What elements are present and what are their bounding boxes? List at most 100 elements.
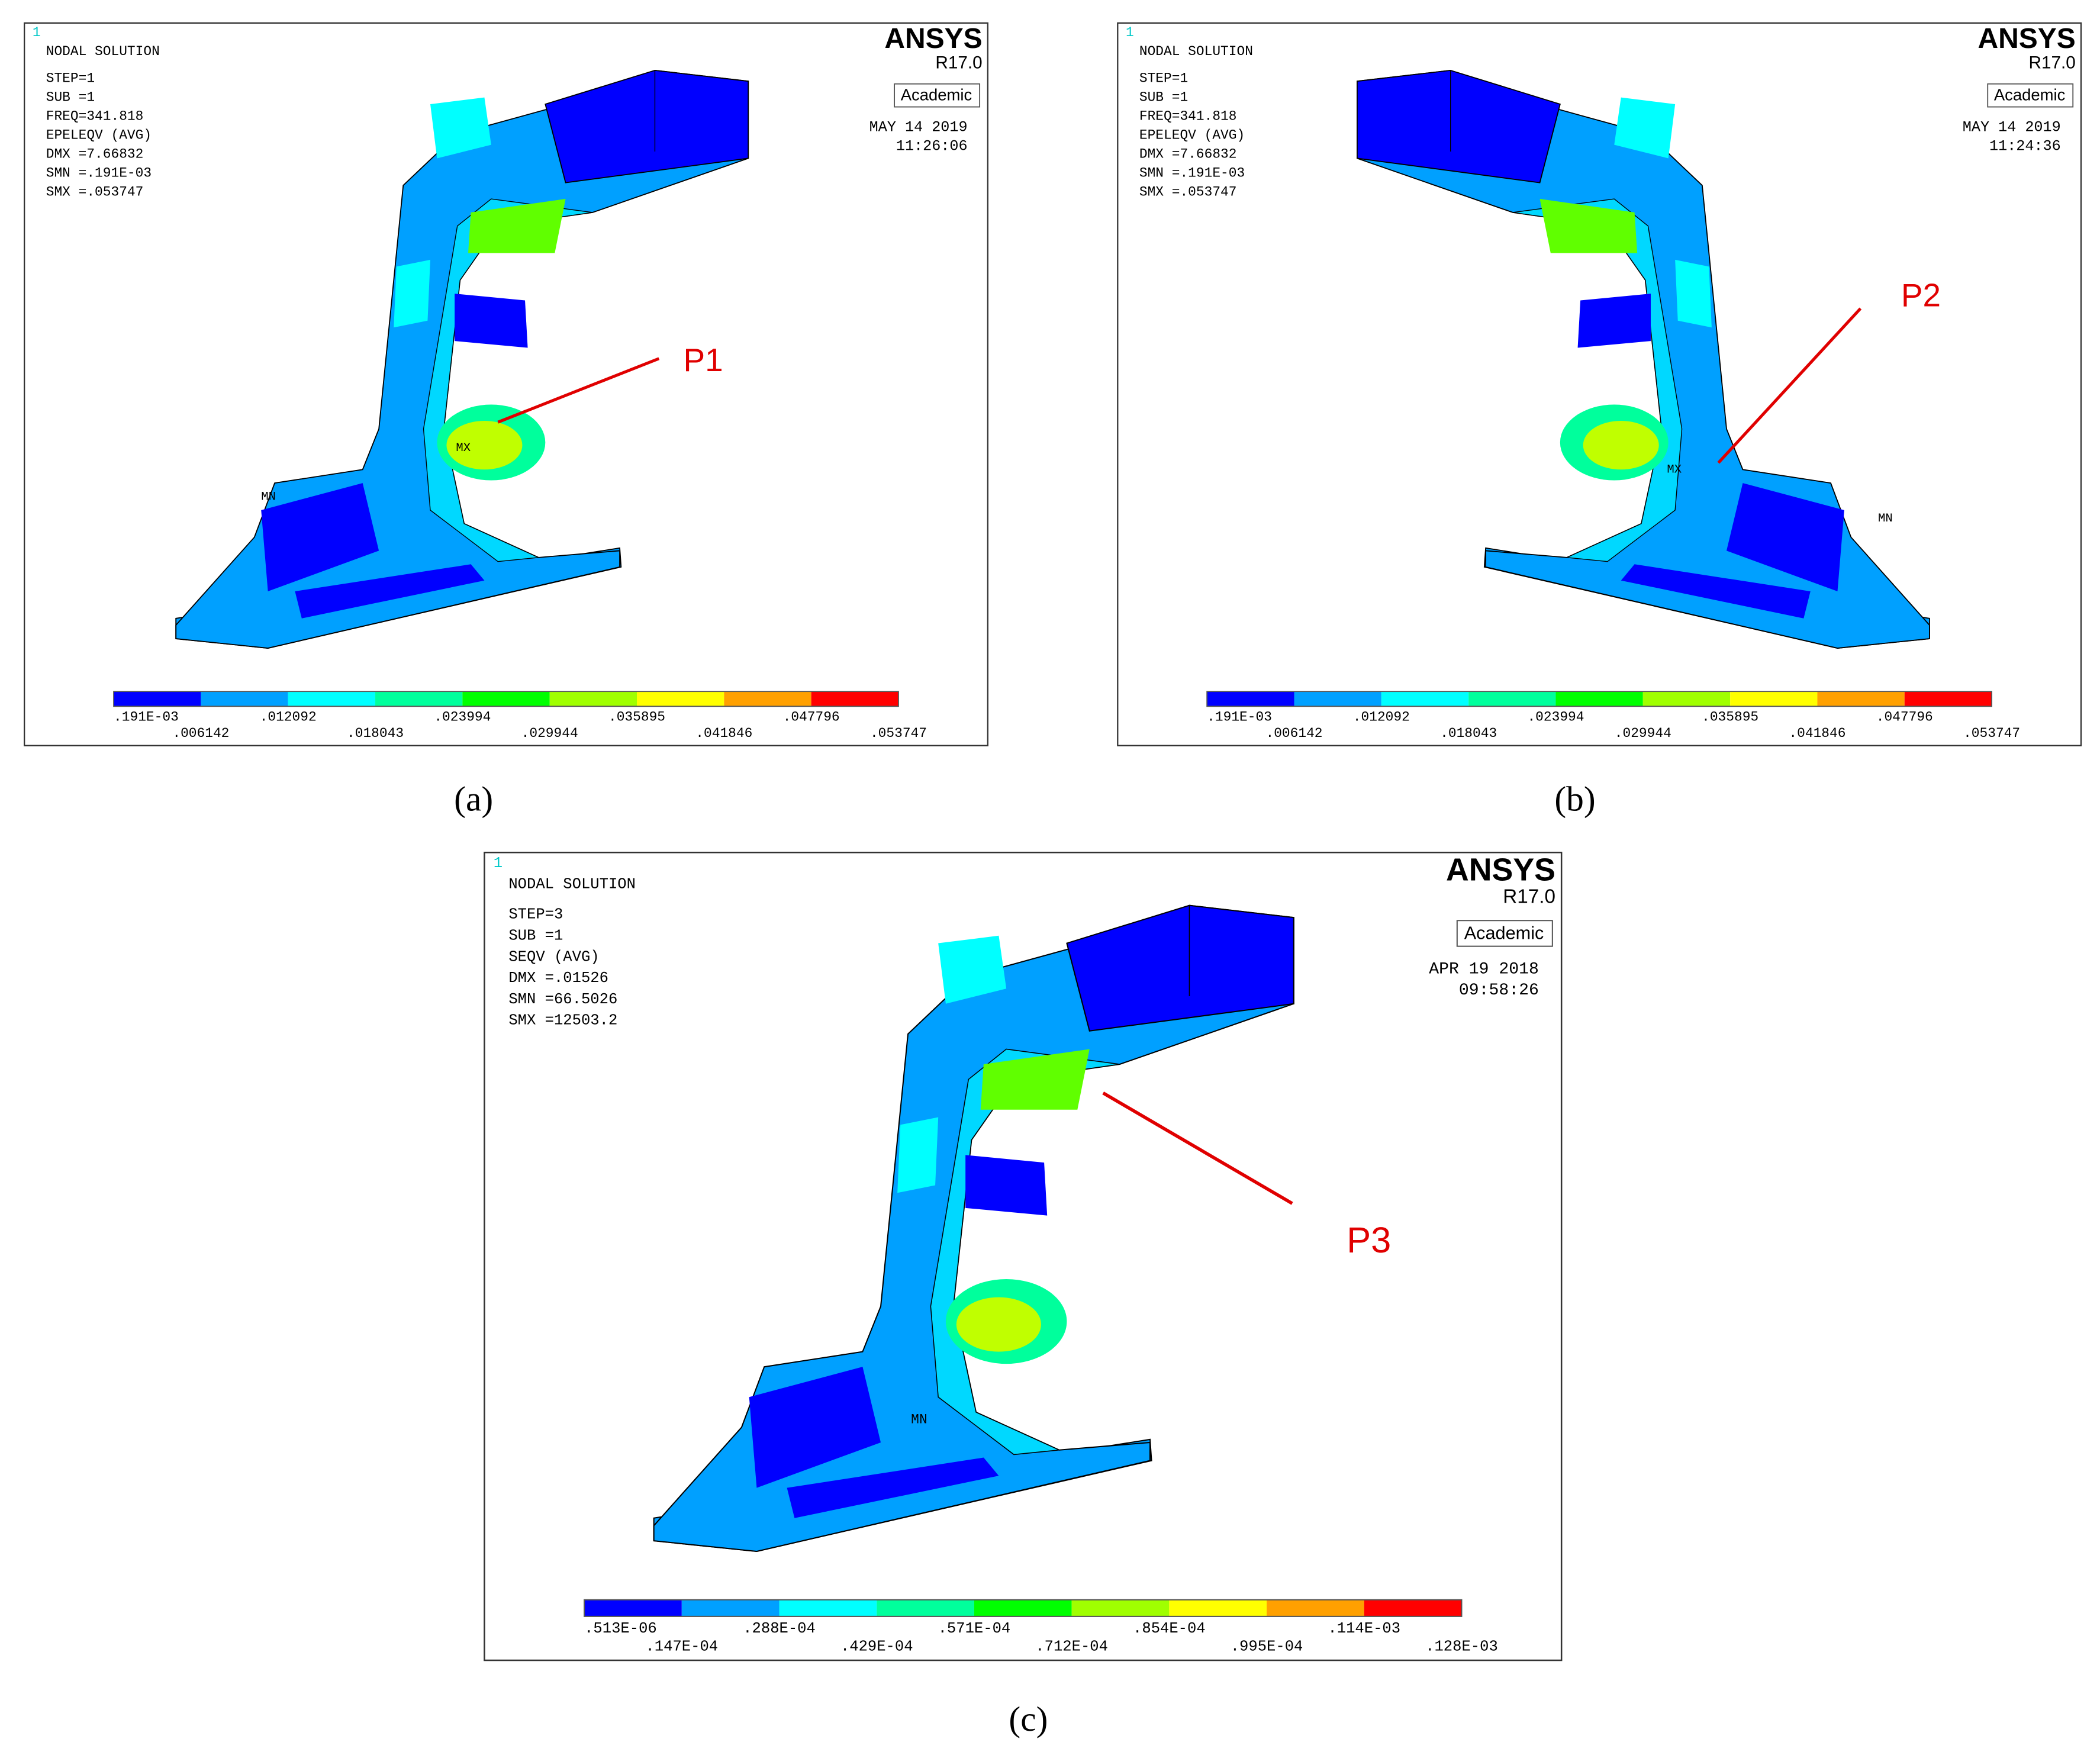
- window-number: 1: [33, 25, 41, 40]
- ansys-window: 1 NODAL SOLUTION STEP=1 SUB =1 FREQ=341.818 E…: [1117, 22, 2082, 746]
- edition-box: [894, 83, 981, 108]
- legend-band: [114, 691, 201, 707]
- time: 11:26:06: [896, 138, 968, 155]
- node-marker: MN: [1878, 512, 1893, 526]
- legend-band: [1730, 691, 1818, 707]
- result-title: NODAL SOLUTION: [1139, 44, 1253, 59]
- result-info: SUB =1: [46, 90, 95, 105]
- annotation-line: [1102, 1091, 1293, 1205]
- date: APR 19 2018: [1429, 960, 1539, 978]
- legend-band: [462, 691, 550, 707]
- time: 11:24:36: [1989, 138, 2061, 155]
- node-marker: MX: [456, 442, 471, 455]
- legend-band: [681, 1599, 780, 1616]
- edition-box: [1987, 83, 2074, 108]
- caption: (c): [1009, 1699, 1048, 1738]
- brand: ANSYS: [1977, 23, 2075, 54]
- result-info: EPELEQV (AVG): [46, 128, 152, 143]
- result-info: STEP=1: [46, 71, 95, 86]
- legend-band: [1468, 691, 1556, 707]
- result-info: SMN =.191E-03: [46, 166, 152, 181]
- legend-label: .712E-04: [1035, 1638, 1108, 1656]
- legend-border: [1206, 691, 1993, 707]
- caption: (b): [1554, 779, 1595, 818]
- legend-label: .035895: [608, 710, 665, 725]
- legend-label: .053747: [1963, 726, 2020, 741]
- brand: ANSYS: [884, 23, 982, 54]
- legend-band: [288, 691, 376, 707]
- annotation-line: [1717, 307, 1862, 464]
- annotation-line: [497, 357, 660, 424]
- result-info: EPELEQV (AVG): [1139, 128, 1245, 143]
- legend-label: .288E-04: [743, 1620, 816, 1637]
- legend-label: .147E-04: [645, 1638, 718, 1656]
- legend-band: [1207, 691, 1294, 707]
- legend-band: [636, 691, 724, 707]
- legend-band: [724, 691, 811, 707]
- node-marker: MX: [1667, 463, 1682, 477]
- window-number: 1: [494, 855, 503, 872]
- legend-band: [584, 1599, 682, 1616]
- brand: ANSYS: [1446, 852, 1555, 888]
- legend-label: .191E-03: [1207, 710, 1272, 725]
- annotation: P1: [683, 342, 723, 378]
- result-info: SMX =12503.2: [508, 1012, 617, 1029]
- legend-label: .114E-03: [1328, 1620, 1400, 1637]
- date: MAY 14 2019: [869, 119, 968, 136]
- legend-band: [974, 1599, 1072, 1616]
- legend-label: .029944: [521, 726, 578, 741]
- ansys-window: 1 NODAL SOLUTION STEP=1 SUB =1 FREQ=341.818 E…: [24, 22, 988, 746]
- node-marker: MN: [261, 490, 276, 504]
- legend-label: .006142: [172, 726, 229, 741]
- legend-band: [1817, 691, 1905, 707]
- result-title: NODAL SOLUTION: [508, 876, 636, 893]
- legend-label: .047796: [1876, 710, 1933, 725]
- legend-band: [1381, 691, 1469, 707]
- legend-border: [584, 1599, 1463, 1617]
- legend-label: .041846: [695, 726, 752, 741]
- legend-band: [201, 691, 288, 707]
- legend-label: .128E-03: [1425, 1638, 1498, 1656]
- legend-band: [779, 1599, 877, 1616]
- result-info: SEQV (AVG): [508, 948, 599, 965]
- result-info: SMX =.053747: [1139, 185, 1237, 200]
- legend-band: [1364, 1599, 1462, 1616]
- result-info: FREQ=341.818: [1139, 109, 1237, 124]
- legend-label: .571E-04: [938, 1620, 1011, 1637]
- legend-label: .012092: [260, 710, 317, 725]
- legend-label: .191E-03: [114, 710, 179, 725]
- edition: Academic: [1994, 86, 2065, 104]
- edition: Academic: [901, 86, 972, 104]
- result-info: FREQ=341.818: [46, 109, 144, 124]
- legend-band: [1904, 691, 1992, 707]
- legend-label: .018043: [347, 726, 404, 741]
- legend-border: [113, 691, 899, 707]
- legend-band: [811, 691, 898, 707]
- legend-band: [1267, 1599, 1364, 1616]
- window-number: 1: [1126, 25, 1134, 40]
- date: MAY 14 2019: [1963, 119, 2061, 136]
- legend-band: [1071, 1599, 1170, 1616]
- result-info: SMN =.191E-03: [1139, 166, 1245, 181]
- annotation: P2: [1901, 276, 1941, 313]
- legend-label: .513E-06: [584, 1620, 657, 1637]
- version: R17.0: [1503, 886, 1555, 908]
- annotation: P3: [1347, 1219, 1391, 1260]
- ansys-window: 1 NODAL SOLUTION STEP=3 SUB =1 SEQV (AVG) DMX…: [484, 851, 1563, 1661]
- legend-label: .018043: [1440, 726, 1497, 741]
- time: 09:58:26: [1459, 981, 1539, 1000]
- legend-label: .429E-04: [840, 1638, 913, 1656]
- edition-box: [1456, 920, 1553, 947]
- legend-label: .012092: [1353, 710, 1410, 725]
- legend-band: [1555, 691, 1643, 707]
- legend-band: [1169, 1599, 1267, 1616]
- result-info: STEP=3: [508, 906, 563, 923]
- result-info: DMX =7.66832: [1139, 147, 1237, 162]
- node-marker: MN: [911, 1412, 927, 1428]
- legend-label: .029944: [1615, 726, 1671, 741]
- version: R17.0: [2029, 53, 2076, 72]
- version: R17.0: [935, 53, 982, 72]
- legend-label: .047796: [783, 710, 840, 725]
